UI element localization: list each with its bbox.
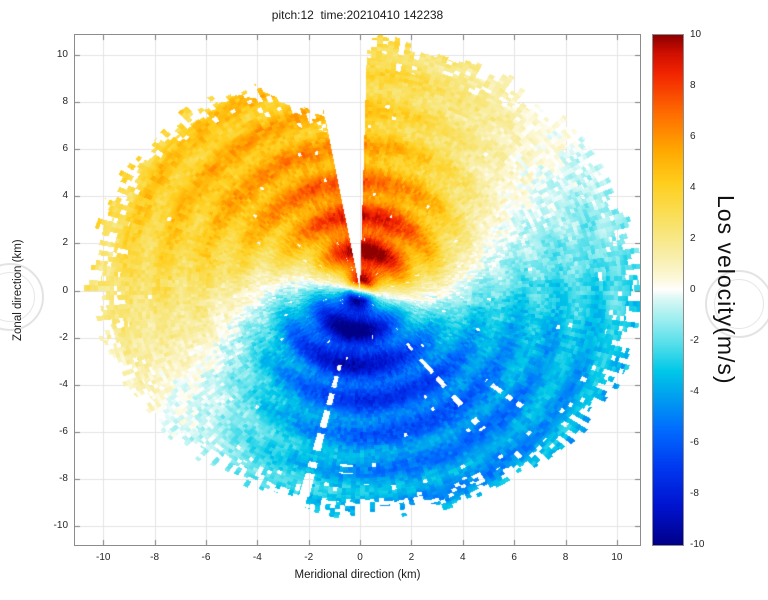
- x-axis-label: Meridional direction (km): [294, 569, 421, 581]
- x-tick-label: 0: [357, 552, 363, 563]
- y-tick-label: -8: [59, 473, 68, 485]
- colorbar-tick-label: -4: [690, 386, 699, 397]
- x-tick-label: -8: [150, 552, 160, 563]
- y-tick-label: -2: [59, 331, 68, 343]
- colorbar-gradient-canvas: [653, 35, 683, 545]
- x-tick-label: 10: [611, 552, 623, 563]
- colorbar-tick-label: 4: [690, 182, 696, 193]
- y-tick-label: -4: [59, 378, 68, 390]
- x-tick-label: -2: [304, 552, 314, 563]
- colorbar-tick-label: -10: [690, 539, 705, 550]
- x-tick-label: 2: [408, 552, 415, 563]
- x-tick-label: -10: [96, 552, 111, 563]
- x-tick-label: 4: [460, 552, 466, 563]
- y-tick-label: 4: [62, 190, 68, 202]
- x-tick-label: -6: [201, 552, 211, 563]
- colorbar-tick-label: 10: [690, 29, 702, 40]
- x-tick-label: 8: [562, 552, 569, 563]
- y-tick-label: -10: [53, 520, 68, 532]
- colorbar: [652, 34, 684, 546]
- y-tick-label: 6: [62, 143, 68, 155]
- y-axis-label: Zonal direction (km): [12, 239, 24, 341]
- colorbar-tick-label: -6: [690, 437, 699, 448]
- y-tick-label: 2: [62, 237, 68, 249]
- ppi-scan-canvas: [75, 35, 640, 545]
- x-tick-label: -4: [252, 552, 262, 563]
- x-tick-label: 6: [511, 552, 517, 563]
- y-tick-label: -6: [59, 425, 68, 437]
- y-tick-label: 8: [62, 96, 68, 108]
- plot-area: [74, 34, 641, 546]
- y-tick-label: 0: [62, 284, 68, 296]
- colorbar-tick-label: 2: [690, 233, 696, 244]
- colorbar-tick-label: 0: [690, 284, 696, 295]
- colorbar-label: Los velocity(m/s): [713, 195, 739, 385]
- colorbar-tick-label: -8: [690, 488, 699, 499]
- colorbar-tick-label: 6: [690, 131, 696, 142]
- colorbar-tick-label: 8: [690, 80, 696, 91]
- colorbar-tick-label: -2: [690, 335, 699, 346]
- chart-title: pitch:12 time:20210410 142238: [271, 8, 444, 22]
- watermark-inner-circle: [714, 279, 764, 329]
- watermark-seal-right: [705, 270, 768, 338]
- y-tick-label: 10: [56, 49, 68, 61]
